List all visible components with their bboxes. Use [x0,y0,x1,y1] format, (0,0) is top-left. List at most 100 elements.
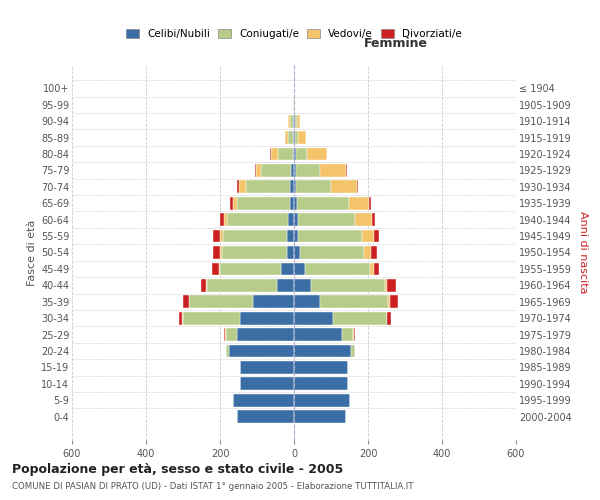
Bar [352,344,355,358]
Bar [293,148,294,160]
Bar [296,148,307,160]
Bar [385,279,386,291]
Bar [294,164,296,177]
Bar [241,312,294,324]
Y-axis label: Anni di nascita: Anni di nascita [578,211,589,294]
Bar [294,246,299,259]
Bar [372,214,374,226]
Bar [357,180,358,194]
Bar [294,312,333,324]
Bar [364,246,371,259]
Bar [220,262,281,276]
Bar [226,328,236,341]
Bar [236,328,294,341]
Bar [220,214,224,226]
Bar [224,328,225,341]
Bar [294,361,347,374]
Legend: Celibi/Nubili, Coniugati/e, Vedovi/e, Divorziati/e: Celibi/Nubili, Coniugati/e, Vedovi/e, Di… [122,25,466,44]
Bar [295,132,298,144]
Bar [206,279,207,291]
Bar [374,230,379,242]
Bar [298,230,362,242]
Bar [342,328,353,341]
Bar [179,312,182,324]
Bar [207,279,277,291]
Bar [236,197,290,209]
Bar [255,164,256,177]
Bar [224,214,227,226]
Bar [225,328,226,341]
Bar [293,98,294,111]
Bar [183,312,241,324]
Bar [289,115,290,128]
Bar [294,197,297,209]
Bar [293,132,294,144]
Bar [227,214,289,226]
Bar [294,230,298,242]
Bar [295,115,296,128]
Bar [305,262,370,276]
Bar [239,378,241,390]
Bar [290,180,294,194]
Bar [294,98,295,111]
Bar [294,328,342,341]
Bar [369,197,371,209]
Bar [331,180,357,194]
Bar [347,378,349,390]
Bar [374,262,379,276]
Text: COMUNE DI PASIAN DI PRATO (UD) - Dati ISTAT 1° gennaio 2005 - Elaborazione TUTTI: COMUNE DI PASIAN DI PRATO (UD) - Dati IS… [12,482,413,491]
Bar [220,246,222,259]
Bar [294,262,305,276]
Bar [294,378,347,390]
Bar [294,214,298,226]
Bar [371,246,377,259]
Bar [233,197,236,209]
Bar [287,246,294,259]
Bar [218,262,220,276]
Bar [294,394,349,406]
Bar [290,197,294,209]
Bar [294,148,296,160]
Bar [388,296,390,308]
Bar [277,279,294,291]
Bar [241,361,294,374]
Text: Popolazione per età, sesso e stato civile - 2005: Popolazione per età, sesso e stato civil… [12,462,343,475]
Bar [188,296,253,308]
Bar [296,115,299,128]
Bar [362,230,374,242]
Bar [214,246,220,259]
Bar [256,164,262,177]
Bar [233,394,294,406]
Bar [290,115,293,128]
Bar [223,230,287,242]
Bar [386,279,396,291]
Bar [238,180,246,194]
Bar [320,296,388,308]
Bar [220,230,223,242]
Bar [236,410,294,423]
Bar [311,279,385,291]
Bar [262,164,291,177]
Bar [298,132,306,144]
Bar [320,164,346,177]
Bar [349,197,369,209]
Bar [239,361,241,374]
Bar [246,180,290,194]
Bar [346,164,347,177]
Bar [294,132,295,144]
Bar [226,344,229,358]
Bar [294,296,320,308]
Bar [298,214,355,226]
Bar [212,262,218,276]
Bar [236,180,239,194]
Bar [285,132,288,144]
Bar [287,230,294,242]
Bar [281,262,294,276]
Y-axis label: Fasce di età: Fasce di età [26,220,37,286]
Bar [353,328,354,341]
Bar [183,296,188,308]
Bar [370,262,374,276]
Bar [253,296,294,308]
Bar [386,312,387,324]
Bar [390,296,398,308]
